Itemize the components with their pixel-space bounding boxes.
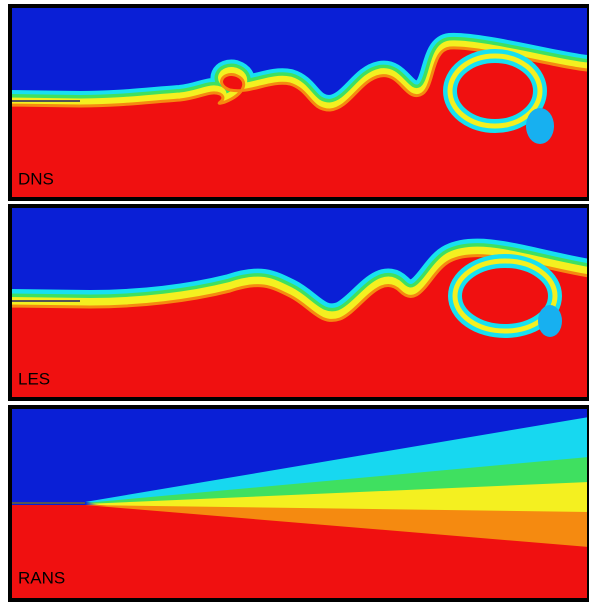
figure: DNS LES RANS: [0, 0, 589, 603]
dns-panel: DNS: [10, 6, 589, 203]
page: DNS LES RANS (() => { con: [0, 0, 589, 603]
panel-label: LES: [18, 369, 50, 388]
les-panel: LES: [10, 206, 589, 404]
rans-panel: RANS: [10, 407, 589, 600]
panel-label: RANS: [18, 568, 65, 587]
panel-label: DNS: [18, 169, 54, 188]
